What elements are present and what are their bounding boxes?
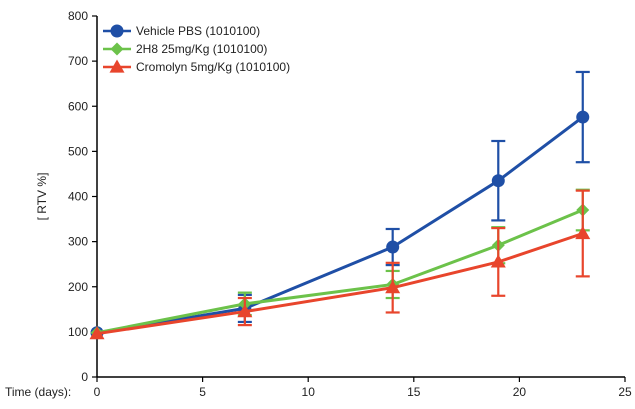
data-point [575, 226, 591, 240]
data-point [385, 280, 401, 294]
y-tick-label: 300 [68, 235, 88, 249]
y-tick-label: 500 [68, 144, 88, 158]
y-tick-label: 100 [68, 325, 88, 339]
series-line [96, 115, 584, 335]
series-1 [90, 188, 590, 340]
y-tick-label: 400 [68, 190, 88, 204]
legend-marker [110, 42, 124, 56]
axes: 0 100 200 300 400 500 600 700 800 0 5 10 15 20 25 [68, 9, 632, 399]
legend-item: 2H8 25mg/Kg (1010100) [103, 42, 267, 56]
legend-marker [109, 59, 125, 73]
y-axis-title: [ RTV %] [35, 173, 49, 221]
x-tick-label: 15 [407, 385, 421, 399]
legend-marker [110, 24, 124, 38]
legend-label: 2H8 25mg/Kg (1010100) [136, 42, 267, 56]
x-tick-label: 10 [302, 385, 316, 399]
series-line [96, 208, 584, 335]
y-tick-label: 800 [68, 9, 88, 23]
data-point [491, 174, 505, 188]
x-axis-ticks: 0 5 10 15 20 25 [94, 377, 632, 399]
x-tick-label: 25 [618, 385, 632, 399]
y-axis-ticks: 0 100 200 300 400 500 600 700 800 [68, 9, 97, 384]
data-point [386, 240, 400, 254]
x-tick-label: 0 [94, 385, 101, 399]
x-tick-label: 5 [199, 385, 206, 399]
y-tick-label: 700 [68, 54, 88, 68]
legend-label: Vehicle PBS (1010100) [136, 24, 260, 38]
legend-label: Cromolyn 5mg/Kg (1010100) [136, 60, 290, 74]
legend-item: Vehicle PBS (1010100) [103, 24, 260, 38]
data-point [237, 304, 253, 318]
legend-item: Cromolyn 5mg/Kg (1010100) [103, 59, 290, 74]
y-tick-label: 600 [68, 99, 88, 113]
data-point [490, 254, 506, 268]
series-2 [89, 189, 591, 340]
series-layer [89, 70, 591, 340]
data-point [576, 110, 590, 124]
y-tick-label: 200 [68, 280, 88, 294]
series-0 [90, 70, 590, 340]
legend: Vehicle PBS (1010100) 2H8 25mg/Kg (101010… [103, 24, 290, 74]
x-tick-label: 20 [513, 385, 527, 399]
y-tick-label: 0 [81, 370, 88, 384]
x-axis-title: Time (days): [5, 385, 71, 399]
data-point [89, 326, 105, 340]
